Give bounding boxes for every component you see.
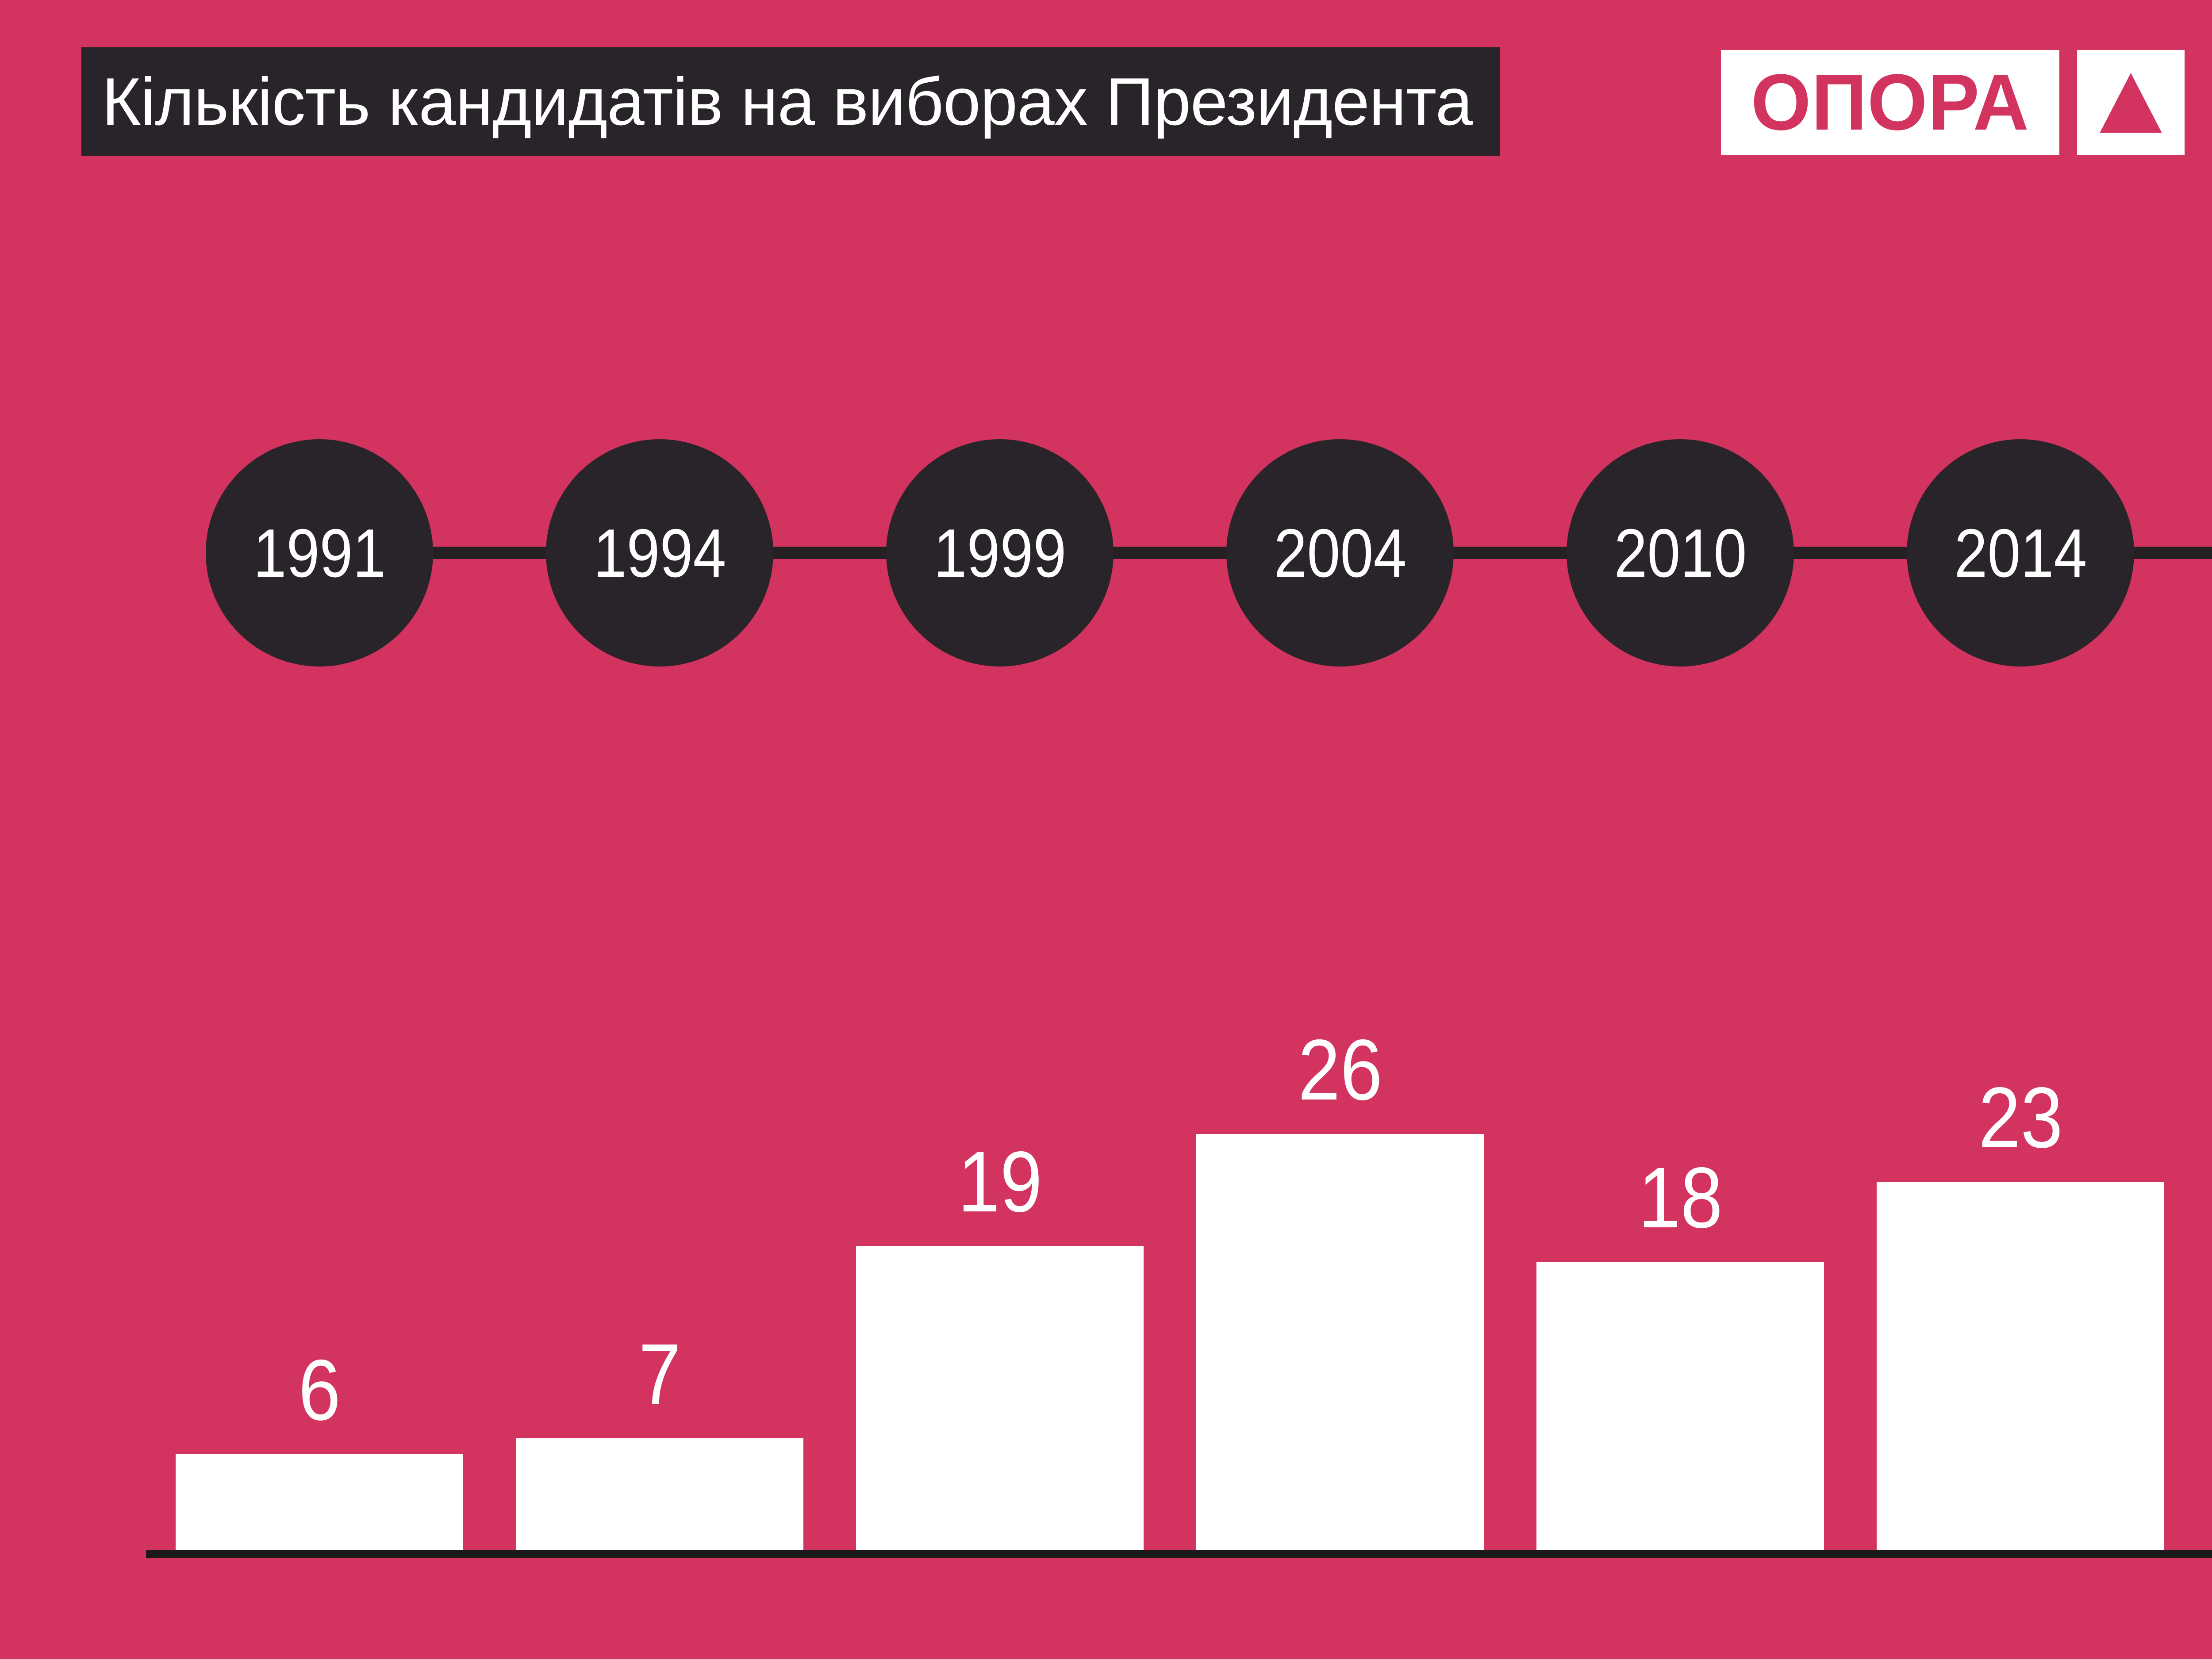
bar-2010 bbox=[1536, 1262, 1824, 1550]
timeline-year-2014: 2014 bbox=[1907, 439, 2134, 667]
bar-2004 bbox=[1196, 1134, 1484, 1550]
timeline-year-1999: 1999 bbox=[886, 439, 1114, 667]
timeline-year-label: 2004 bbox=[1273, 514, 1406, 591]
bar-value-label-2004: 26 bbox=[1196, 1026, 1484, 1114]
timeline-year-1994: 1994 bbox=[546, 439, 773, 667]
timeline-year-1991: 1991 bbox=[206, 439, 433, 667]
bar-value-text: 26 bbox=[1298, 1022, 1382, 1118]
page-title-text: Кількість кандидатів на виборах Президен… bbox=[102, 64, 1473, 139]
timeline-year-label: 1991 bbox=[253, 514, 386, 591]
bar-value-text: 18 bbox=[1638, 1149, 1723, 1246]
timeline-year-2010: 2010 bbox=[1567, 439, 1794, 667]
x-axis-line bbox=[146, 1550, 2212, 1558]
timeline-year-label: 1999 bbox=[933, 514, 1066, 591]
timeline-year-2004: 2004 bbox=[1226, 439, 1454, 667]
bar-1991 bbox=[176, 1454, 463, 1550]
timeline-year-label: 2010 bbox=[1613, 514, 1747, 591]
bar-value-label-1999: 19 bbox=[856, 1138, 1144, 1226]
timeline-year-label: 2014 bbox=[1954, 514, 2087, 591]
bar-value-text: 23 bbox=[1978, 1069, 2063, 1166]
triangle-up-icon bbox=[2100, 73, 2162, 133]
opora-logo-text: ОПОРА bbox=[1751, 57, 2030, 147]
opora-logo-mark bbox=[2077, 50, 2185, 155]
bar-value-label-2010: 18 bbox=[1536, 1153, 1824, 1242]
bar-value-text: 7 bbox=[638, 1326, 681, 1422]
timeline-year-label: 1994 bbox=[593, 514, 726, 591]
opora-logo: ОПОРА bbox=[1721, 50, 2059, 155]
bar-1999 bbox=[856, 1246, 1144, 1550]
bar-value-label-1994: 7 bbox=[516, 1330, 803, 1418]
bar-value-text: 19 bbox=[957, 1134, 1042, 1230]
bar-value-label-1991: 6 bbox=[176, 1346, 463, 1434]
page-title: Кількість кандидатів на виборах Президен… bbox=[81, 47, 1500, 156]
bar-value-label-2014: 23 bbox=[1877, 1073, 2164, 1162]
bar-1994 bbox=[516, 1438, 803, 1550]
bar-2014 bbox=[1877, 1182, 2164, 1550]
bar-value-text: 6 bbox=[298, 1342, 341, 1438]
